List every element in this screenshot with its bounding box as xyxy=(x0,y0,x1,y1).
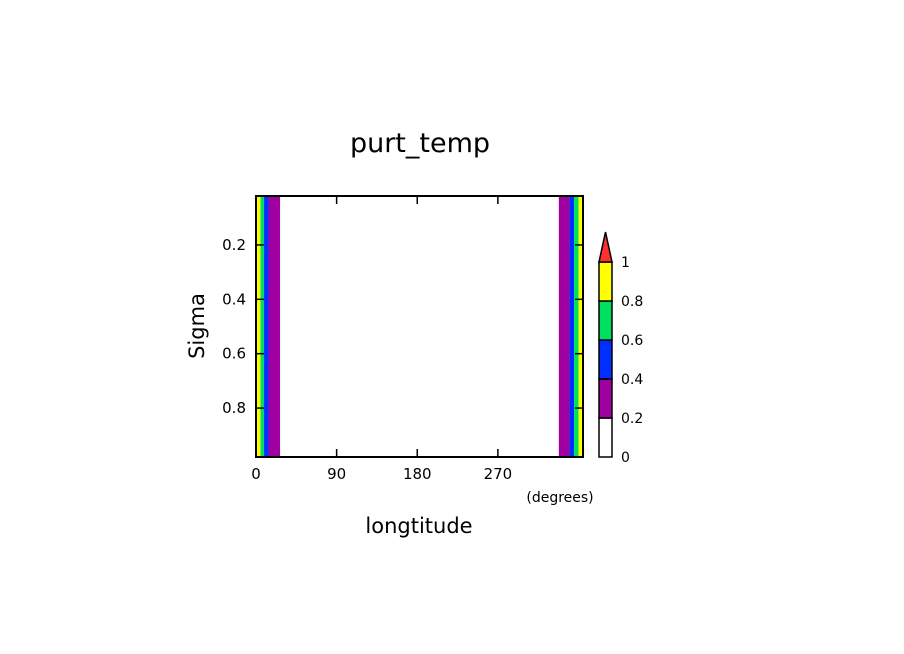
y-tick-label-0: 0.2 xyxy=(222,236,246,254)
y-tick-label-2: 0.6 xyxy=(222,345,246,363)
colorbar-label-3: 0.6 xyxy=(621,333,643,349)
contour-band-6 xyxy=(569,196,575,457)
colorbar: 0 0.2 0.4 0.6 0.8 1 xyxy=(598,231,643,466)
x-axis-units: (degrees) xyxy=(526,490,593,506)
colorbar-swatch-0 xyxy=(598,417,613,458)
colorbar-extend-arrow xyxy=(598,231,613,263)
colorbar-label-4: 0.8 xyxy=(621,294,643,310)
axis-ticks xyxy=(255,196,583,457)
contour-bands xyxy=(256,196,583,457)
plot-frame xyxy=(255,195,584,458)
contour-band-3 xyxy=(268,196,281,457)
contour-band-7 xyxy=(574,196,579,457)
x-tick-label-0: 0 xyxy=(251,465,261,483)
contour-band-0 xyxy=(256,196,261,457)
x-tick-label-3: 270 xyxy=(484,465,513,483)
axis-tick-labels: 0 90 180 270 0.2 0.4 0.6 0.8 xyxy=(222,236,512,483)
x-axis-title: longtitude xyxy=(365,514,472,538)
colorbar-label-5: 1 xyxy=(621,255,630,271)
colorbar-label-2: 0.4 xyxy=(621,372,643,388)
y-tick-label-1: 0.4 xyxy=(222,290,246,308)
contour-band-8 xyxy=(578,196,583,457)
colorbar-label-0: 0 xyxy=(621,450,630,466)
x-tick-label-1: 90 xyxy=(327,465,346,483)
contour-band-4 xyxy=(280,196,559,457)
colorbar-swatch-3 xyxy=(598,300,613,341)
chart-title: purt_temp xyxy=(350,128,490,159)
contour-band-2 xyxy=(264,196,269,457)
contour-band-5 xyxy=(558,196,570,457)
colorbar-swatch-2 xyxy=(598,339,613,380)
x-tick-label-2: 180 xyxy=(403,465,432,483)
contour-band-1 xyxy=(260,196,265,457)
colorbar-swatch-4 xyxy=(598,261,613,302)
y-tick-label-3: 0.8 xyxy=(222,399,246,417)
colorbar-swatch-1 xyxy=(598,378,613,419)
colorbar-label-1: 0.2 xyxy=(621,411,643,427)
y-axis-title: Sigma xyxy=(185,293,209,359)
